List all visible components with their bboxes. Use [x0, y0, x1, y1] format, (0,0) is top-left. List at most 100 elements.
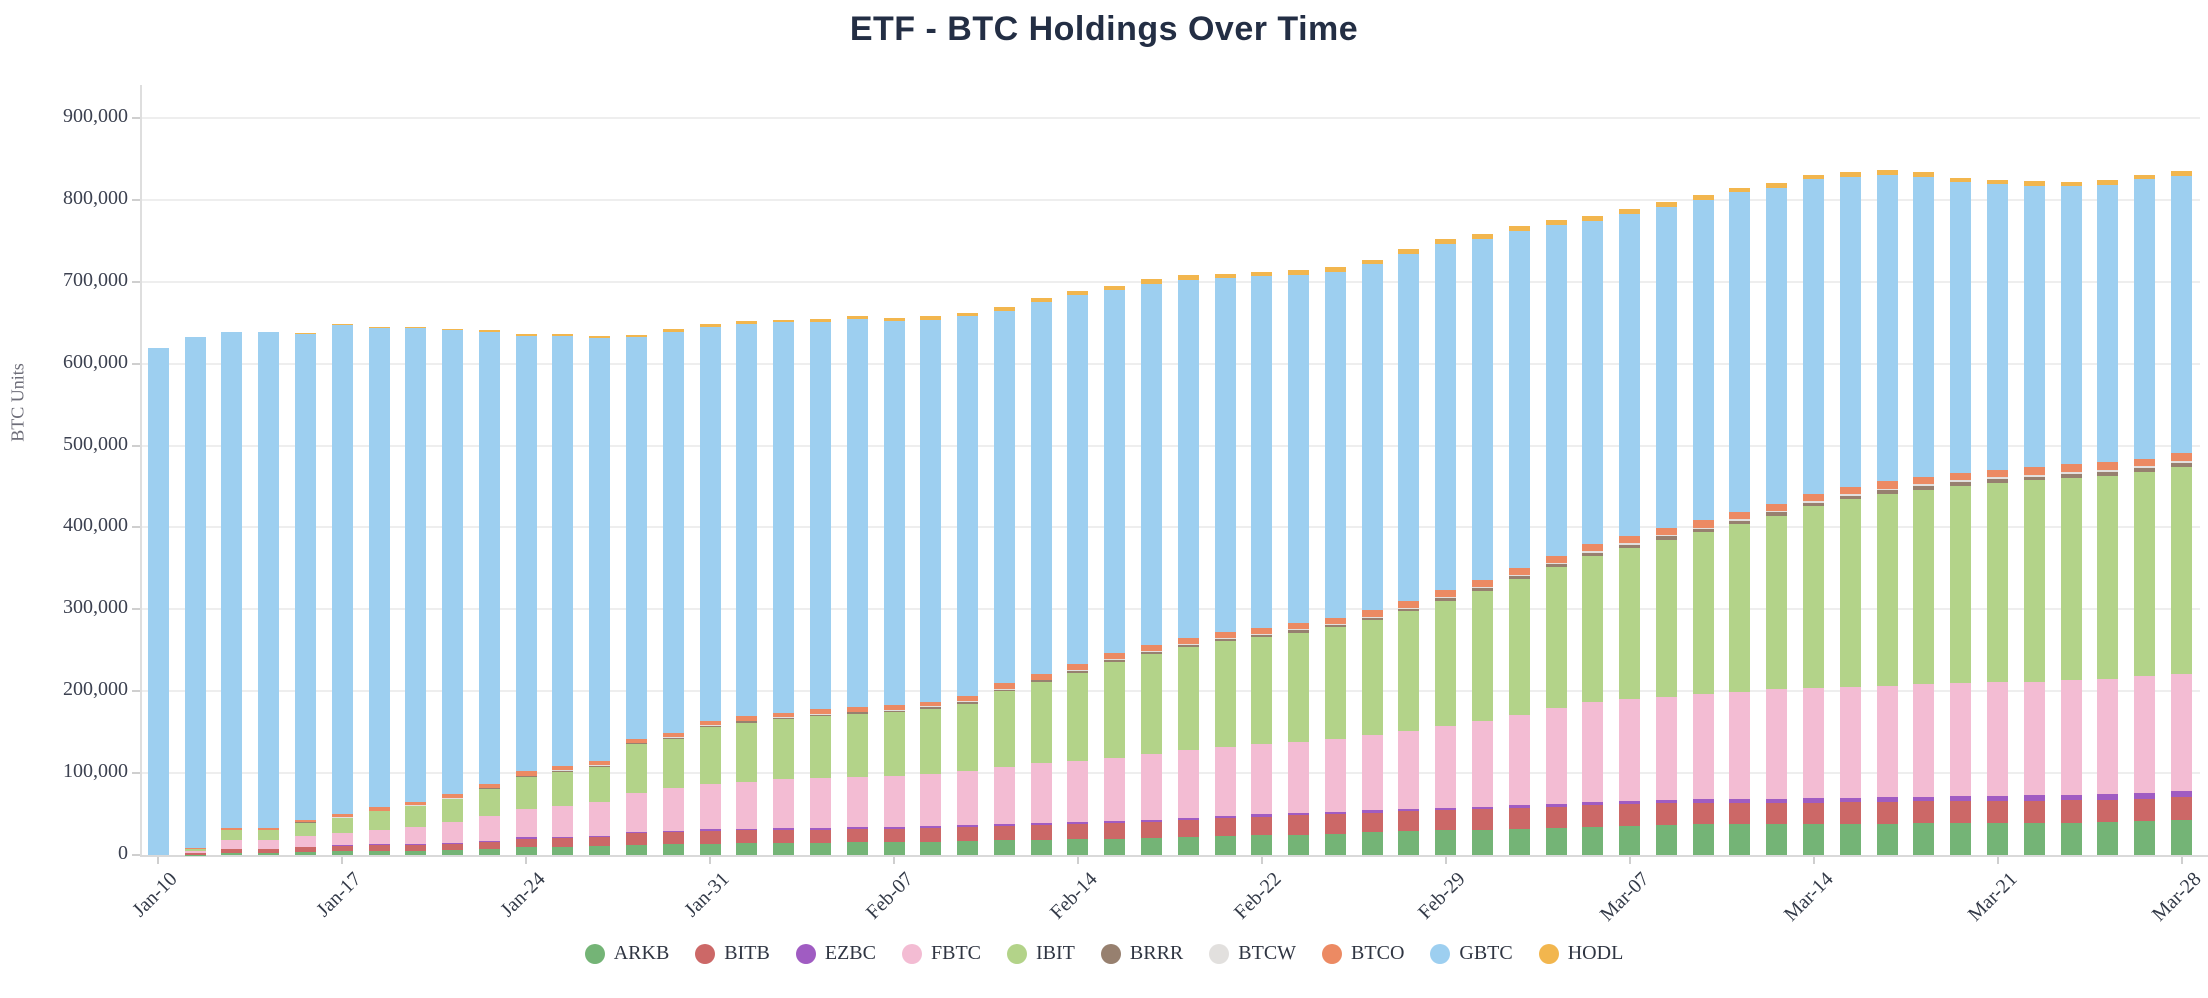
bar-segment-ARKB[interactable] [809, 842, 831, 855]
bar-segment-EZBC[interactable] [883, 826, 905, 829]
bar-segment-HODL[interactable] [589, 335, 611, 338]
bar-segment-GBTC[interactable] [846, 319, 868, 707]
bar-segment-IBIT[interactable] [1177, 647, 1199, 751]
legend-item-GBTC[interactable]: GBTC [1430, 942, 1513, 965]
bar-stack-Feb-21[interactable] [1214, 273, 1236, 855]
bar-segment-IBIT[interactable] [1950, 485, 1972, 684]
bar-segment-BITB[interactable] [1692, 802, 1714, 825]
bar-segment-IBIT[interactable] [1140, 653, 1162, 755]
bar-segment-BTCW[interactable] [1398, 607, 1420, 609]
bar-segment-BTCW[interactable] [1582, 551, 1604, 553]
bar-segment-BTCO[interactable] [515, 771, 537, 776]
bar-segment-EZBC[interactable] [2134, 793, 2156, 799]
bar-segment-BTCO[interactable] [184, 847, 206, 849]
bar-segment-IBIT[interactable] [1472, 590, 1494, 721]
bar-segment-IBIT[interactable] [1729, 524, 1751, 692]
bar-segment-BRRR[interactable] [1288, 630, 1310, 633]
bar-stack-Mar-08[interactable] [1655, 202, 1677, 855]
bar-segment-ARKB[interactable] [2023, 822, 2045, 855]
bar-segment-IBIT[interactable] [2134, 472, 2156, 677]
bar-segment-HODL[interactable] [331, 323, 353, 325]
bar-segment-HODL[interactable] [1766, 182, 1788, 188]
bar-segment-GBTC[interactable] [1472, 239, 1494, 581]
bar-segment-GBTC[interactable] [662, 331, 684, 733]
bar-segment-BRRR[interactable] [883, 710, 905, 713]
bar-segment-BITB[interactable] [1214, 818, 1236, 837]
bar-segment-BRRR[interactable] [1067, 670, 1089, 673]
bar-segment-ARKB[interactable] [773, 842, 795, 855]
bar-segment-HODL[interactable] [1067, 290, 1089, 295]
bar-segment-ARKB[interactable] [478, 849, 500, 855]
bar-segment-IBIT[interactable] [846, 713, 868, 777]
bar-segment-BRRR[interactable] [515, 775, 537, 777]
bar-segment-BTCO[interactable] [1582, 544, 1604, 552]
bar-segment-IBIT[interactable] [221, 830, 243, 840]
bar-segment-ARKB[interactable] [1140, 837, 1162, 855]
bar-stack-Mar-11[interactable] [1692, 195, 1714, 855]
bar-segment-BRRR[interactable] [478, 788, 500, 789]
legend-item-BTCO[interactable]: BTCO [1322, 942, 1404, 965]
bar-segment-BTCW[interactable] [1913, 484, 1935, 486]
bar-segment-BTCW[interactable] [1472, 586, 1494, 589]
bar-segment-BRRR[interactable] [773, 717, 795, 720]
bar-segment-EZBC[interactable] [478, 840, 500, 842]
bar-segment-ARKB[interactable] [1876, 823, 1898, 855]
bar-segment-EZBC[interactable] [1986, 795, 2008, 802]
bar-segment-ARKB[interactable] [920, 841, 942, 855]
bar-segment-BITB[interactable] [1839, 802, 1861, 824]
bar-segment-EZBC[interactable] [1361, 810, 1383, 813]
bar-segment-FBTC[interactable] [883, 775, 905, 827]
bar-segment-FBTC[interactable] [1324, 738, 1346, 813]
bar-segment-BTCW[interactable] [1140, 650, 1162, 652]
bar-segment-BITB[interactable] [1361, 812, 1383, 833]
bar-segment-BTCO[interactable] [1803, 493, 1825, 501]
bar-segment-FBTC[interactable] [184, 851, 206, 854]
bar-segment-EZBC[interactable] [846, 827, 868, 829]
bar-segment-EZBC[interactable] [1435, 807, 1457, 811]
bar-segment-BTCO[interactable] [1545, 556, 1567, 563]
bar-segment-HODL[interactable] [2097, 180, 2119, 185]
bar-stack-Feb-05[interactable] [809, 318, 831, 855]
bar-segment-EZBC[interactable] [1803, 798, 1825, 803]
bar-segment-IBIT[interactable] [184, 849, 206, 852]
bar-segment-BTCO[interactable] [773, 712, 795, 718]
bar-segment-BTCW[interactable] [1177, 644, 1199, 646]
bar-segment-EZBC[interactable] [957, 825, 979, 827]
bar-segment-BITB[interactable] [1324, 814, 1346, 834]
bar-segment-BTCO[interactable] [1913, 476, 1935, 485]
bar-segment-ARKB[interactable] [1324, 833, 1346, 855]
bar-segment-FBTC[interactable] [809, 778, 831, 828]
bar-segment-BITB[interactable] [773, 829, 795, 843]
bar-segment-IBIT[interactable] [2060, 477, 2082, 681]
bar-segment-FBTC[interactable] [478, 816, 500, 841]
bar-segment-BITB[interactable] [1508, 808, 1530, 829]
bar-segment-ARKB[interactable] [258, 853, 280, 855]
bar-segment-FBTC[interactable] [1104, 757, 1126, 821]
bar-segment-BTCO[interactable] [368, 807, 390, 811]
bar-segment-BITB[interactable] [1288, 815, 1310, 835]
bar-segment-BTCW[interactable] [2170, 461, 2192, 463]
bar-segment-EZBC[interactable] [1214, 816, 1236, 819]
bar-segment-BTCW[interactable] [1545, 562, 1567, 565]
bar-segment-HODL[interactable] [1619, 209, 1641, 214]
bar-segment-GBTC[interactable] [1950, 182, 1972, 473]
bar-segment-FBTC[interactable] [552, 805, 574, 837]
bar-segment-ARKB[interactable] [368, 850, 390, 855]
bar-segment-GBTC[interactable] [2097, 184, 2119, 463]
bar-segment-BTCW[interactable] [1729, 519, 1751, 521]
bar-segment-EZBC[interactable] [1288, 813, 1310, 816]
bar-stack-Jan-23[interactable] [478, 330, 500, 855]
bar-segment-BTCW[interactable] [2060, 472, 2082, 474]
bar-segment-BTCO[interactable] [2170, 453, 2192, 461]
bar-segment-BTCW[interactable] [846, 711, 868, 713]
bar-segment-BTCW[interactable] [1104, 658, 1126, 660]
bar-segment-GBTC[interactable] [957, 316, 979, 697]
bar-segment-BRRR[interactable] [1839, 495, 1861, 500]
bar-segment-BRRR[interactable] [442, 798, 464, 800]
bar-segment-BRRR[interactable] [736, 721, 758, 723]
bar-segment-HODL[interactable] [1030, 298, 1052, 303]
bar-segment-ARKB[interactable] [589, 845, 611, 855]
bar-segment-EZBC[interactable] [1030, 822, 1052, 825]
bar-stack-Mar-20[interactable] [1950, 177, 1972, 855]
bar-segment-BTCO[interactable] [295, 819, 317, 823]
